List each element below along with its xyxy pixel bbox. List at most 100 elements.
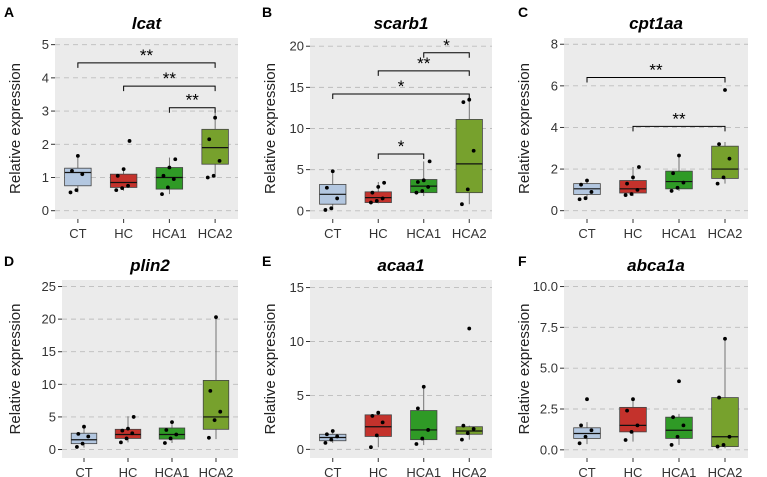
data-point — [461, 100, 466, 105]
data-point — [629, 429, 634, 434]
panel-title: lcat — [132, 14, 163, 33]
data-point — [577, 197, 582, 202]
y-tick-label: 15 — [290, 280, 304, 295]
data-point — [585, 178, 589, 183]
box-body — [410, 410, 438, 441]
bracket-line — [423, 52, 470, 58]
data-point — [426, 428, 431, 432]
significance-label: * — [443, 36, 450, 55]
significance-label: ** — [186, 91, 200, 110]
data-point — [415, 406, 420, 411]
x-tick-label: HCA1 — [152, 226, 187, 241]
panel-d: 0 5 10 15 20 25 D plin2 Relative expression CT HC H… — [4, 253, 238, 477]
box-hca2 — [711, 336, 739, 449]
y-axis-label: Relative expression — [516, 63, 533, 194]
data-point — [721, 175, 726, 180]
box-hca1 — [665, 153, 693, 193]
data-point — [671, 171, 675, 176]
data-point — [460, 202, 464, 207]
data-point — [585, 397, 589, 402]
x-tick-label: HC — [624, 226, 643, 241]
data-point — [723, 88, 727, 92]
significance-bracket: * — [423, 36, 470, 58]
data-point — [723, 336, 727, 341]
panel-letter: D — [4, 253, 14, 269]
y-tick-label: 0.0 — [540, 442, 558, 457]
x-tick-label: HCA1 — [406, 465, 441, 477]
data-point — [465, 431, 470, 436]
panel-title: acaa1 — [377, 256, 424, 275]
bracket-line — [377, 153, 425, 160]
x-tick-label: HCA1 — [662, 226, 697, 241]
data-point — [68, 190, 73, 195]
x-tick-label: HCA2 — [452, 226, 487, 241]
y-tick-label: 20 — [42, 312, 56, 327]
box-body — [202, 380, 230, 430]
x-tick-label: HC — [114, 226, 133, 241]
data-point — [208, 388, 213, 393]
significance-bracket: ** — [123, 69, 216, 92]
data-point — [217, 158, 222, 163]
x-tick-label: HC — [369, 226, 388, 241]
y-tick-label: 5 — [297, 388, 304, 403]
y-tick-label: 5 — [42, 37, 49, 52]
data-point — [583, 196, 588, 201]
data-point — [330, 169, 335, 174]
data-point — [677, 153, 681, 158]
data-point — [471, 148, 476, 153]
data-point — [717, 395, 721, 400]
y-tick-label: 10 — [290, 334, 304, 349]
significance-bracket: * — [332, 77, 470, 99]
y-tick-label: 5 — [49, 409, 56, 424]
box-hc — [619, 397, 647, 442]
data-point — [380, 196, 385, 201]
panel-title: abca1a — [627, 256, 685, 275]
data-point — [218, 409, 223, 414]
box-body — [665, 416, 693, 439]
data-point — [374, 199, 379, 203]
box-hca1 — [665, 379, 693, 447]
x-tick-label: CT — [69, 226, 86, 241]
y-tick-label: 3 — [42, 104, 49, 119]
data-point — [163, 441, 167, 445]
data-point — [130, 431, 135, 436]
data-point — [370, 414, 375, 418]
data-point — [426, 185, 431, 189]
data-point — [324, 185, 329, 190]
panel-title: scarb1 — [374, 14, 429, 33]
x-tick-label: HCA1 — [662, 465, 697, 477]
significance-label: ** — [140, 46, 154, 65]
y-tick-label: 5 — [297, 162, 304, 177]
data-point — [114, 188, 119, 193]
significance-label: ** — [417, 54, 431, 73]
data-point — [681, 180, 686, 185]
panel-e: 0 5 10 15 E acaa1 Relative expression CT HC HCA1 H… — [262, 253, 492, 477]
data-point — [171, 177, 176, 182]
data-point — [127, 139, 132, 143]
data-point — [161, 173, 166, 178]
data-point — [120, 186, 125, 191]
y-tick-label: 4 — [42, 70, 49, 85]
data-point — [623, 193, 628, 197]
x-tick-label: HCA2 — [452, 465, 487, 477]
box-ct — [319, 169, 347, 212]
x-tick-label: HCA2 — [198, 226, 233, 241]
data-point — [715, 444, 720, 449]
data-point — [80, 172, 85, 177]
data-point — [631, 175, 635, 180]
bracket-line — [586, 77, 726, 83]
box-hca2 — [201, 109, 229, 180]
data-point — [374, 433, 379, 438]
data-point — [369, 200, 373, 205]
data-point — [715, 181, 720, 186]
box-body — [155, 167, 184, 190]
bracket-line — [632, 125, 726, 132]
data-point — [335, 434, 340, 439]
box-ct — [573, 178, 601, 202]
data-point — [115, 173, 120, 178]
data-point — [121, 167, 126, 172]
data-point — [213, 115, 218, 120]
box-body — [619, 180, 647, 194]
box-body — [364, 414, 392, 437]
